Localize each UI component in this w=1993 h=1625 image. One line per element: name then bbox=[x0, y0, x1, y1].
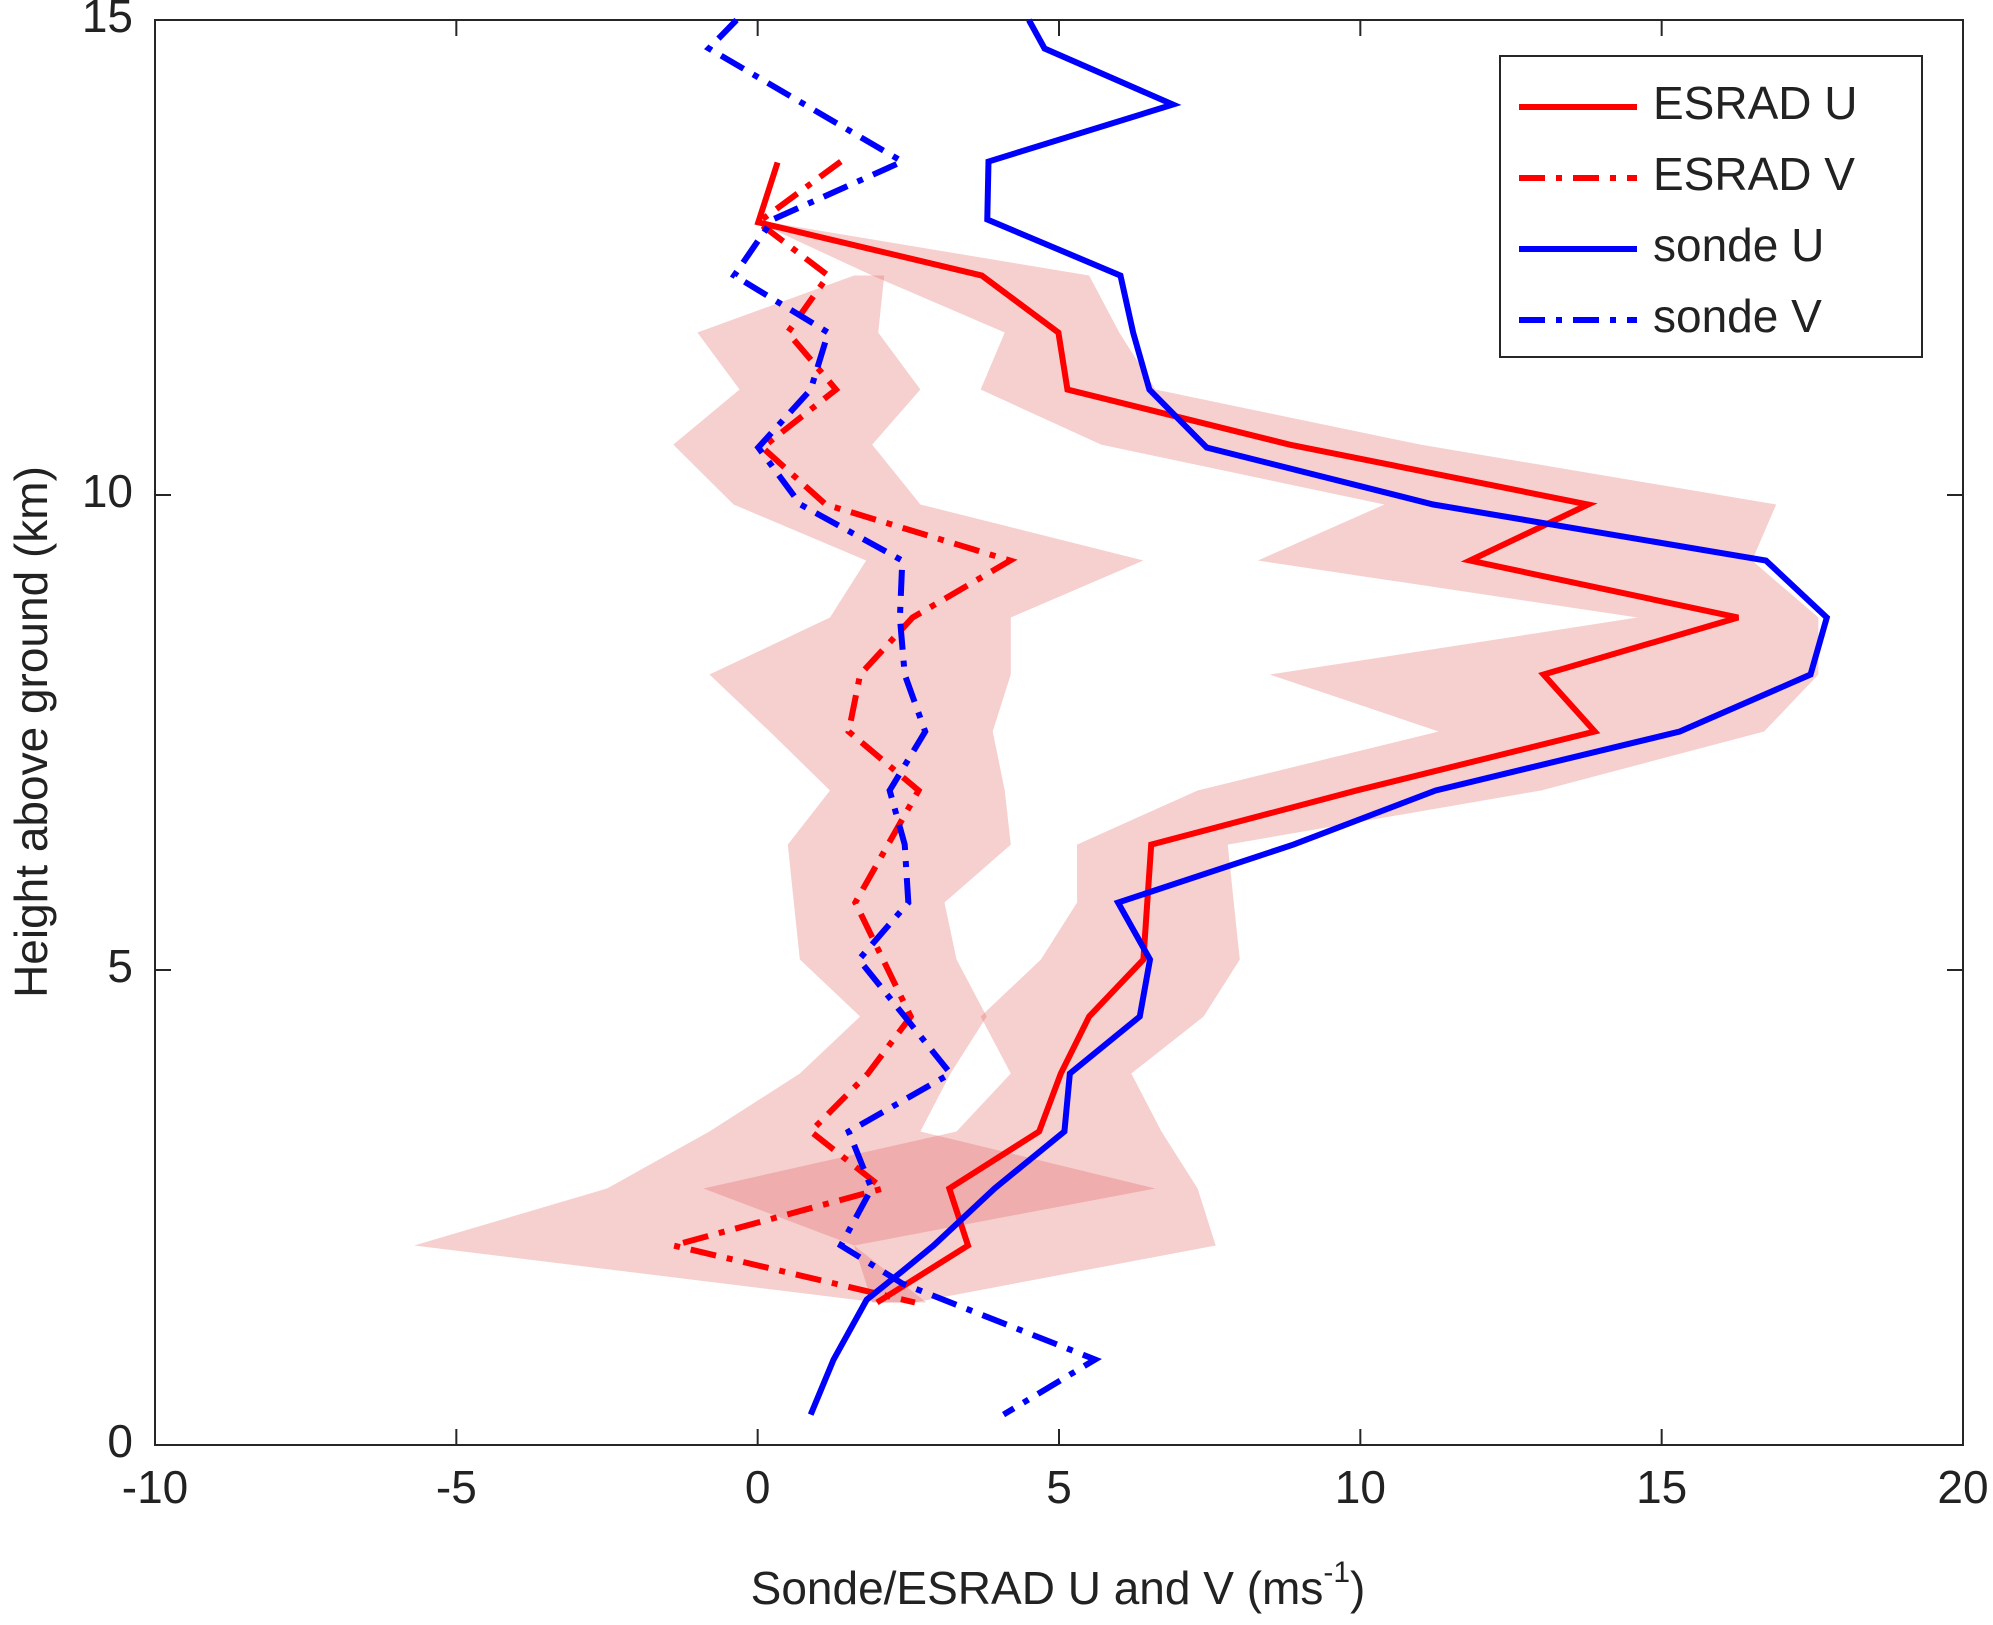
x-tick-label: 0 bbox=[745, 1461, 771, 1513]
x-tick-label: 10 bbox=[1335, 1461, 1386, 1513]
x-tick-label: 15 bbox=[1636, 1461, 1687, 1513]
profile-line bbox=[807, 18, 1831, 1416]
x-axis-label-exponent: -1 bbox=[1323, 1556, 1350, 1589]
range-band bbox=[414, 275, 1156, 1303]
y-tick-label: 5 bbox=[107, 940, 133, 992]
legend-label: sonde U bbox=[1653, 219, 1824, 271]
legend-label: ESRAD U bbox=[1653, 77, 1857, 129]
x-axis-label-end: ) bbox=[1350, 1562, 1365, 1614]
profile-line bbox=[704, 17, 1102, 1418]
y-tick-label: 10 bbox=[82, 465, 133, 517]
y-tick-label: 15 bbox=[82, 0, 133, 42]
x-tick-label: -5 bbox=[436, 1461, 477, 1513]
x-tick-label: 20 bbox=[1937, 1461, 1988, 1513]
y-axis-label: Height above ground (km) bbox=[5, 466, 57, 998]
legend-label: ESRAD V bbox=[1653, 148, 1855, 200]
profile-line bbox=[754, 161, 1740, 1306]
legend-label: sonde V bbox=[1653, 290, 1822, 342]
x-axis-label: Sonde/ESRAD U and V (ms-1) bbox=[751, 1556, 1366, 1614]
x-axis-label-main: Sonde/ESRAD U and V (ms bbox=[751, 1562, 1324, 1614]
y-tick-label: 0 bbox=[107, 1415, 133, 1467]
x-tick-label: -10 bbox=[122, 1461, 188, 1513]
x-tick-label: 5 bbox=[1046, 1461, 1072, 1513]
